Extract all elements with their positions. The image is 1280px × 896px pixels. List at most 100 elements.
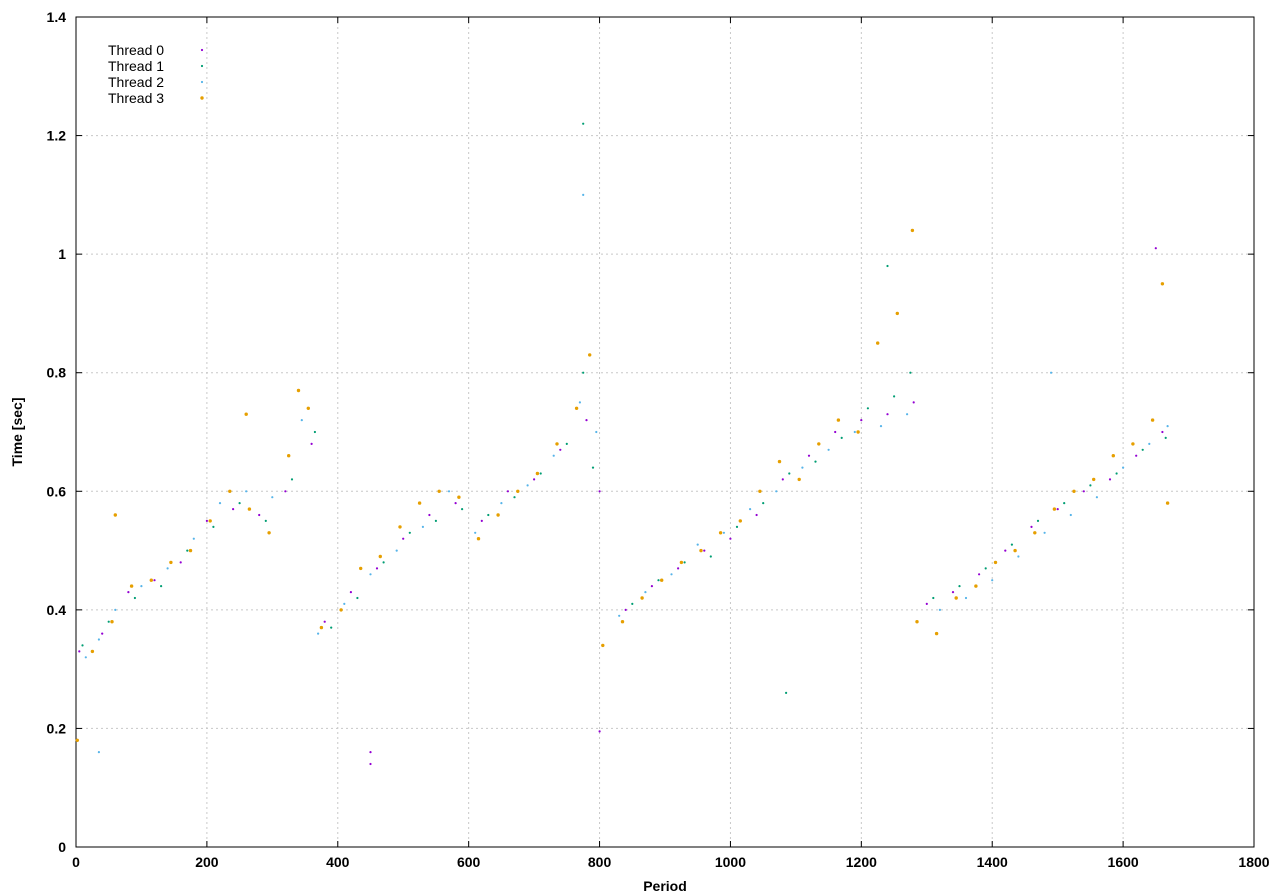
data-point-thread-0	[284, 490, 287, 493]
data-point-thread-0	[179, 561, 182, 564]
data-point-thread-3	[836, 418, 841, 422]
data-point-thread-3	[359, 566, 363, 571]
data-point-thread-1	[709, 555, 712, 558]
data-point-thread-2	[192, 537, 195, 540]
y-tick-label: 0.4	[47, 602, 67, 618]
data-point-thread-2	[140, 585, 143, 588]
legend-label: Thread 1	[108, 58, 164, 74]
data-point-thread-3	[910, 228, 915, 233]
data-point-thread-3	[574, 406, 579, 410]
data-point-thread-2	[1069, 513, 1072, 517]
data-point-thread-1	[582, 122, 585, 125]
data-point-thread-1	[785, 691, 788, 695]
data-point-thread-3	[398, 525, 402, 529]
data-point-thread-1	[107, 620, 110, 623]
data-point-thread-2	[500, 502, 503, 505]
x-tick-label: 1000	[715, 854, 746, 870]
data-point-thread-1	[909, 371, 912, 374]
data-point-thread-1	[1036, 519, 1040, 523]
data-point-thread-0	[860, 419, 863, 422]
data-point-thread-0	[703, 549, 706, 552]
data-point-thread-3	[1052, 507, 1057, 511]
data-point-thread-1	[1010, 543, 1014, 546]
data-point-thread-1	[539, 472, 542, 475]
data-point-thread-3	[75, 738, 80, 742]
data-point-thread-1	[408, 531, 411, 534]
data-point-thread-3	[954, 596, 958, 600]
data-point-thread-0	[729, 537, 732, 540]
data-point-thread-0	[78, 650, 81, 653]
x-tick-label: 1200	[846, 854, 877, 870]
data-point-thread-3	[718, 531, 723, 535]
data-point-thread-1	[434, 519, 437, 523]
data-point-thread-2	[906, 413, 909, 416]
data-point-thread-1	[657, 579, 660, 582]
data-point-thread-3	[378, 554, 382, 559]
data-point-thread-3	[516, 489, 520, 493]
legend-label: Thread 0	[108, 42, 164, 58]
data-point-thread-3	[244, 412, 248, 416]
data-point-thread-1	[683, 561, 686, 564]
data-point-thread-2	[618, 614, 621, 617]
data-point-thread-3	[1160, 282, 1165, 286]
data-point-thread-3	[1165, 501, 1170, 505]
data-point-thread-2	[474, 531, 477, 534]
data-point-thread-2	[644, 591, 647, 594]
data-point-thread-0	[127, 591, 130, 594]
data-point-thread-2	[582, 193, 585, 196]
data-point-thread-0	[323, 620, 326, 623]
data-point-thread-0	[1154, 247, 1157, 250]
data-point-thread-1	[513, 496, 516, 499]
data-point-thread-2	[775, 490, 778, 493]
data-point-thread-0	[349, 591, 352, 594]
data-point-thread-2	[853, 430, 856, 434]
data-point-thread-3	[588, 353, 592, 357]
data-point-thread-3	[601, 643, 605, 648]
data-point-thread-2	[1095, 496, 1098, 499]
data-point-thread-1	[788, 472, 791, 475]
data-point-thread-2	[166, 567, 169, 570]
data-point-thread-3	[797, 477, 801, 482]
data-point-thread-3	[437, 489, 441, 493]
data-point-thread-2	[879, 425, 883, 428]
data-point-thread-0	[232, 508, 235, 511]
data-point-thread-1	[1063, 502, 1066, 505]
data-point-thread-0	[951, 591, 955, 594]
x-tick-label: 600	[457, 854, 481, 870]
data-point-thread-3	[110, 620, 114, 624]
data-point-thread-3	[640, 596, 644, 600]
legend-marker	[200, 48, 204, 52]
data-point-thread-2	[827, 448, 830, 451]
data-point-thread-3	[1092, 477, 1096, 482]
data-point-thread-1	[461, 508, 464, 511]
data-point-thread-2	[552, 454, 555, 457]
data-point-thread-0	[834, 430, 837, 434]
tick-layer: 0 200 400 600 800 1000 1200 1400 1600 1800 0 0.2 0.4…	[47, 9, 1270, 870]
data-point-thread-3	[476, 537, 481, 541]
data-point-thread-0	[101, 632, 104, 635]
data-point-thread-1	[330, 626, 333, 629]
data-point-thread-2	[991, 579, 994, 582]
x-tick-label: 200	[195, 854, 219, 870]
data-point-thread-3	[856, 430, 860, 434]
data-point-thread-3	[1072, 489, 1076, 493]
data-point-thread-3	[974, 584, 978, 588]
data-point-thread-3	[306, 406, 310, 410]
data-point-thread-0	[978, 573, 981, 576]
data-point-thread-0	[506, 490, 509, 493]
data-point-thread-0	[1108, 478, 1112, 481]
plot-frame	[75, 16, 1255, 848]
data-point-thread-2	[395, 549, 398, 552]
data-point-thread-3	[188, 548, 193, 553]
data-point-thread-2	[245, 490, 248, 493]
data-point-thread-3	[169, 560, 173, 565]
data-point-thread-2	[1050, 371, 1053, 374]
y-tick-label: 0.8	[47, 365, 67, 381]
data-point-thread-0	[807, 454, 811, 457]
data-point-thread-3	[90, 649, 95, 654]
data-point-thread-0	[559, 448, 562, 451]
y-tick-label: 1.2	[47, 128, 67, 144]
data-point-thread-3	[1033, 531, 1037, 535]
data-point-thread-2	[300, 419, 303, 422]
